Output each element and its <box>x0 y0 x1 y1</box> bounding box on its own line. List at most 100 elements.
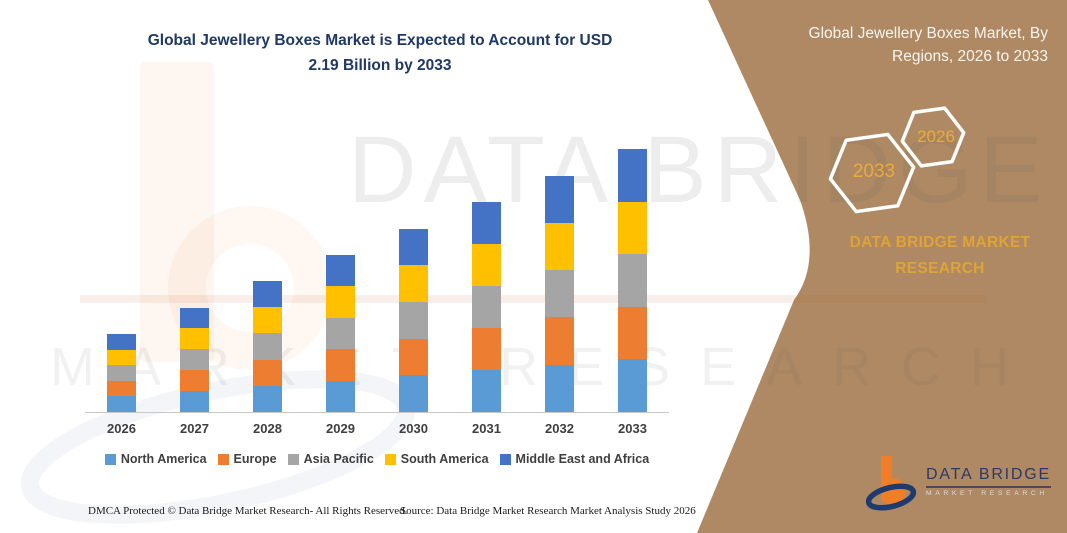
dbmr-logo-text: DATA BRIDGE MARKET RESEARCH <box>926 466 1052 497</box>
bar-segment <box>545 222 574 271</box>
panel-title: Global Jewellery Boxes Market, By Region… <box>728 22 1048 68</box>
hexagon-2033-icon <box>828 132 916 214</box>
bar-column-2032 <box>523 120 596 412</box>
watermark-text-row1: DATA BRIDGE <box>348 117 1050 223</box>
bar-segment <box>472 328 501 370</box>
bar-stack <box>107 334 136 412</box>
bar-segment <box>253 385 282 412</box>
legend-swatch-icon <box>217 453 229 465</box>
bar-segment <box>618 149 647 202</box>
bar-segment <box>472 370 501 412</box>
x-tick-label: 2028 <box>253 421 282 436</box>
bar-segment <box>326 286 355 318</box>
bar-segment <box>253 307 282 334</box>
legend-item: South America <box>384 452 489 466</box>
bar-segment <box>545 270 574 318</box>
page-title-line1: Global Jewellery Boxes Market is Expecte… <box>147 32 613 49</box>
watermark-underline <box>80 295 987 303</box>
chart-legend: North America Europe Asia Pacific South Ame… <box>85 452 669 466</box>
legend-swatch-icon <box>499 453 511 465</box>
bar-column-2028 <box>231 120 304 412</box>
legend-label: Asia Pacific <box>303 452 374 466</box>
bar-segment <box>399 228 428 266</box>
side-panel-background <box>697 0 1067 533</box>
hexagon-2026-label: 2026 <box>917 127 955 146</box>
x-tick-label: 2030 <box>399 421 428 436</box>
bar-segment <box>618 359 647 412</box>
chart-plot <box>85 120 669 413</box>
logo-swoosh-icon <box>866 483 917 511</box>
legend-swatch-icon <box>104 453 116 465</box>
bar-column-2031 <box>450 120 523 412</box>
bar-segment <box>472 244 501 286</box>
bar-segment <box>180 391 209 412</box>
bar-segment <box>107 334 136 350</box>
legend-label: South America <box>400 452 489 466</box>
dbmr-logo: DATA BRIDGE MARKET RESEARCH <box>866 452 1061 514</box>
logo-b-icon <box>881 456 906 505</box>
bar-segment <box>326 317 355 350</box>
panel-title-line2: Regions, 2026 to 2033 <box>892 48 1048 65</box>
x-axis-labels: 2026 2027 2028 2029 2030 2031 2032 2033 <box>85 421 669 436</box>
hexagon-2033-label: 2033 <box>852 161 896 182</box>
x-tick-label: 2029 <box>326 421 355 436</box>
bar-stack <box>326 255 355 412</box>
bar-segment <box>253 333 282 360</box>
bar-column-2033 <box>596 120 669 412</box>
panel-title-line1: Global Jewellery Boxes Market, By <box>808 25 1048 42</box>
legend-item: North America <box>104 452 207 466</box>
bar-stack <box>399 228 428 412</box>
side-panel-shape <box>697 0 1067 533</box>
bar-segment <box>326 380 355 412</box>
bar-segment <box>618 201 647 255</box>
bar-segment <box>326 255 355 287</box>
bar-segment <box>472 202 501 244</box>
brand-text-line1: DATA BRIDGE MARKET <box>849 234 1031 251</box>
bar-stack <box>253 281 282 412</box>
dbmr-logo-mark-icon <box>866 456 917 511</box>
brand-text-line2: RESEARCH <box>895 260 985 277</box>
bar-segment <box>618 254 647 307</box>
bar-segment <box>107 380 136 397</box>
legend-label: Europe <box>233 452 277 466</box>
bar-segment <box>399 375 428 412</box>
bar-segment <box>399 301 428 339</box>
bar-segment <box>545 364 574 412</box>
bar-segment <box>180 307 209 329</box>
x-tick-label: 2033 <box>618 421 647 436</box>
bar-segment <box>545 175 574 223</box>
logo-name: DATA BRIDGE <box>926 466 1052 488</box>
bar-stack <box>545 175 574 412</box>
bar-segment <box>107 396 136 412</box>
legend-label: North America <box>120 452 207 466</box>
watermark-text-row2: MARKET RESEARCH <box>50 337 1040 397</box>
legend-item: Asia Pacific <box>287 452 374 466</box>
legend-item: Middle East and Africa <box>499 452 649 466</box>
bar-segment <box>472 286 501 328</box>
hexagon-2026-icon <box>900 106 966 168</box>
page-title: Global Jewellery Boxes Market is Expecte… <box>80 28 680 78</box>
bar-segment <box>253 359 282 386</box>
brand-text: DATA BRIDGE MARKET RESEARCH <box>795 230 1067 282</box>
footer-copyright: DMCA Protected © Data Bridge Market Rese… <box>88 505 408 517</box>
legend-swatch-icon <box>384 453 396 465</box>
legend-item: Europe <box>217 452 277 466</box>
bar-segment <box>107 365 136 381</box>
bar-stack <box>472 202 501 412</box>
footer-source: Source: Data Bridge Market Research Mark… <box>400 505 696 517</box>
bar-segment <box>107 349 136 366</box>
bar-column-2026 <box>85 120 158 412</box>
bar-stack <box>618 149 647 412</box>
bar-column-2027 <box>158 120 231 412</box>
bar-segment <box>180 349 209 371</box>
bar-stack <box>180 307 209 412</box>
page-title-line2: 2.19 Billion by 2033 <box>308 57 452 74</box>
bar-segment <box>180 328 209 350</box>
bar-segment <box>326 349 355 381</box>
bar-segment <box>545 317 574 365</box>
bar-segment <box>180 370 209 392</box>
x-tick-label: 2031 <box>472 421 501 436</box>
bar-segment <box>618 306 647 360</box>
bar-segment <box>399 338 428 376</box>
